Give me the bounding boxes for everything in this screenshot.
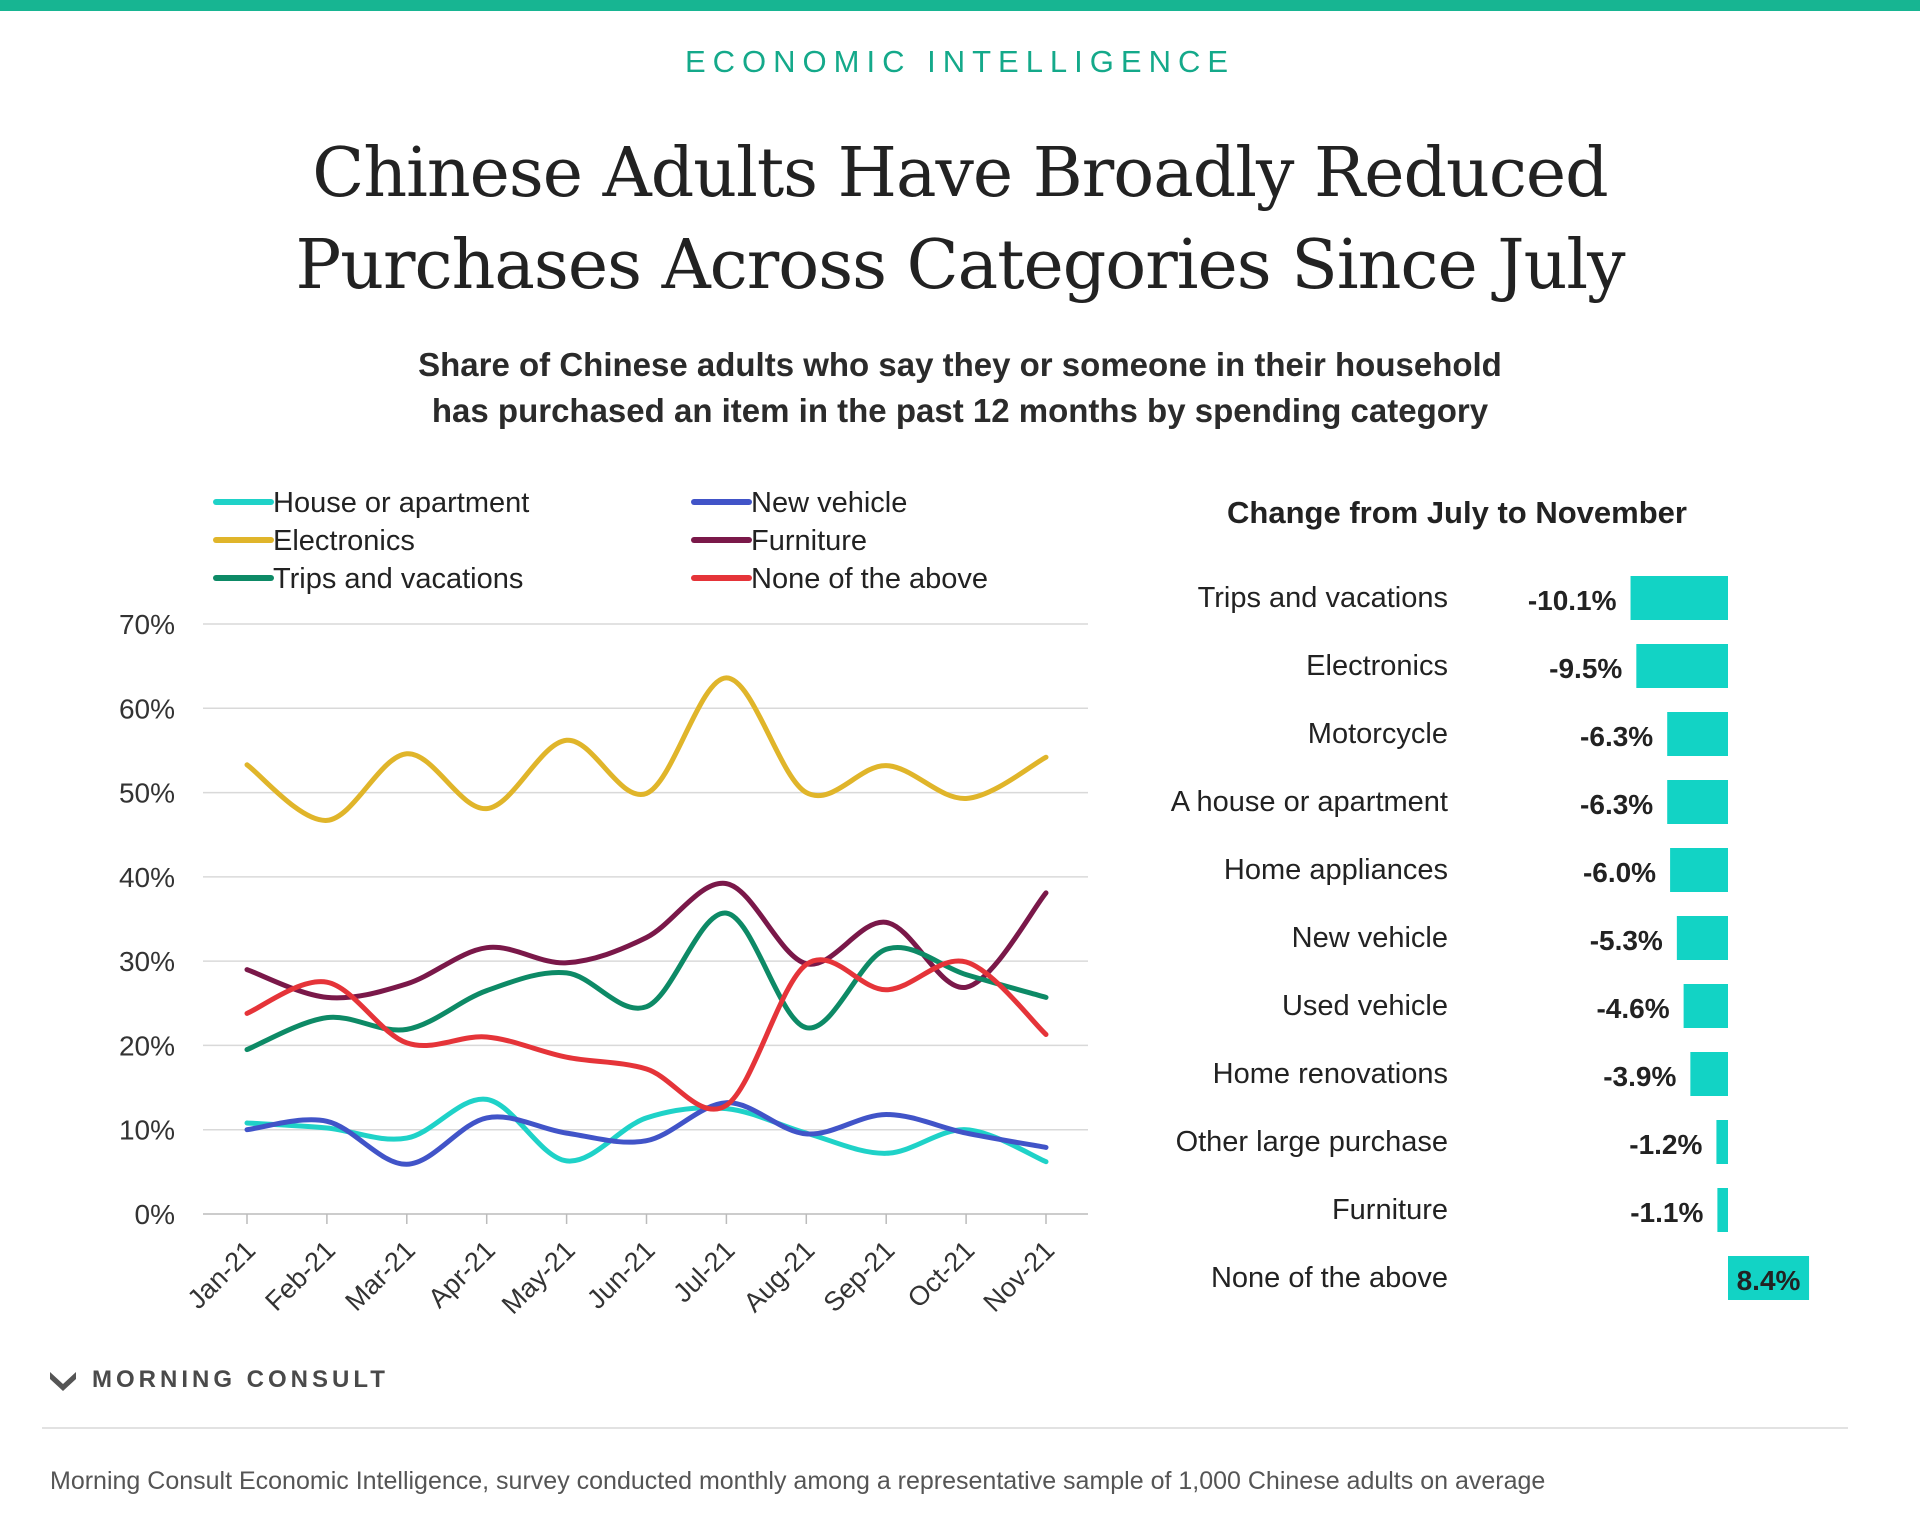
legend-label: Furniture <box>751 525 867 557</box>
bar <box>1667 780 1728 824</box>
x-tick-label: Sep-21 <box>818 1235 901 1318</box>
chart-subtitle: Share of Chinese adults who say they or … <box>0 342 1920 434</box>
y-tick-label: 30% <box>119 946 175 977</box>
x-tick-label: Jun-21 <box>581 1235 661 1315</box>
bar-category-label: New vehicle <box>1292 922 1448 954</box>
chart-title: Chinese Adults Have Broadly Reduced Purc… <box>0 128 1920 312</box>
series-line-electronics <box>244 675 1049 823</box>
bar <box>1676 916 1728 960</box>
bar-category-label: Other large purchase <box>1176 1126 1448 1158</box>
y-tick-label: 50% <box>119 778 175 809</box>
bar <box>1636 644 1728 688</box>
morning-consult-logo-icon <box>50 1372 76 1391</box>
footer-divider <box>42 1427 1848 1429</box>
bar-value-label: -9.5% <box>1549 653 1622 684</box>
series-line-house-or-apartment <box>244 1096 1049 1165</box>
kicker: ECONOMIC INTELLIGENCE <box>684 44 1236 79</box>
bar-category-label: None of the above <box>1211 1262 1448 1294</box>
x-tick-label: Nov-21 <box>977 1235 1060 1318</box>
y-tick-label: 40% <box>119 862 175 893</box>
subtitle-line-2: has purchased an item in the past 12 mon… <box>431 392 1489 429</box>
bar-value-label: -6.3% <box>1580 789 1653 820</box>
x-tick-label: Jul-21 <box>667 1235 740 1308</box>
x-tick-label: Apr-21 <box>422 1235 501 1314</box>
series-line-new-vehicle <box>244 1100 1049 1167</box>
y-tick-label: 0% <box>135 1199 175 1230</box>
bar-value-label: -1.1% <box>1630 1197 1703 1228</box>
bar <box>1690 1052 1728 1096</box>
bar-value-label: -3.9% <box>1603 1061 1676 1092</box>
top-accent-bar <box>0 0 1920 11</box>
y-tick-label: 70% <box>119 609 175 640</box>
x-tick-label: Feb-21 <box>259 1235 341 1317</box>
legend-label: None of the above <box>751 563 988 595</box>
subtitle-line-1: Share of Chinese adults who say they or … <box>418 346 1502 383</box>
bar-category-label: Used vehicle <box>1282 990 1448 1022</box>
x-tick-label: Jan-21 <box>182 1235 262 1315</box>
legend-label: Trips and vacations <box>273 563 523 595</box>
bar <box>1670 848 1728 892</box>
line-chart: 0% 10% 20% 30% 40% 50% 60% 70% Jan-21Feb-21Mar-2… <box>119 487 1088 1320</box>
title-line-2: Purchases Across Categories Since July <box>295 226 1625 305</box>
y-tick-label: 10% <box>119 1115 175 1146</box>
x-tick-label: Oct-21 <box>902 1235 981 1314</box>
bar-value-label: -5.3% <box>1590 925 1663 956</box>
series-line-none-of-the-above <box>244 957 1049 1112</box>
bar-category-label: Trips and vacations <box>1198 582 1448 614</box>
bar <box>1717 1188 1728 1232</box>
bar <box>1667 712 1728 756</box>
bar-category-label: Motorcycle <box>1308 718 1448 750</box>
bar-category-label: Electronics <box>1306 650 1448 682</box>
x-tick-label: Mar-21 <box>339 1235 421 1317</box>
bar-value-label: -6.0% <box>1583 857 1656 888</box>
y-tick-label: 20% <box>119 1030 175 1061</box>
y-tick-label: 60% <box>119 693 175 724</box>
legend-label: Electronics <box>273 525 415 557</box>
bar-value-label: -10.1% <box>1528 585 1617 616</box>
bar-value-label: -1.2% <box>1629 1129 1702 1160</box>
bar-category-label: Home renovations <box>1213 1058 1448 1090</box>
bar-chart-title: Change from July to November <box>1227 495 1687 530</box>
x-tick-label: May-21 <box>496 1235 581 1320</box>
bar-value-label: -6.3% <box>1580 721 1653 752</box>
bar-category-label: Home appliances <box>1224 854 1448 886</box>
bar <box>1630 576 1728 620</box>
bar-value-label: 8.4% <box>1737 1265 1801 1296</box>
bar <box>1683 984 1728 1028</box>
x-tick-label: Aug-21 <box>738 1235 821 1318</box>
series-line-furniture <box>244 881 1049 1001</box>
bar <box>1728 1256 1810 1300</box>
source-note: Morning Consult Economic Intelligence, s… <box>50 1467 1546 1495</box>
brand-name: MORNING CONSULT <box>92 1366 389 1393</box>
bar-chart: Change from July to November Trips and va… <box>1171 495 1810 1300</box>
bar-value-label: -4.6% <box>1596 993 1669 1024</box>
bar-category-label: Furniture <box>1332 1194 1448 1226</box>
bar-category-label: A house or apartment <box>1171 786 1448 818</box>
legend-label: New vehicle <box>751 487 907 519</box>
bar <box>1716 1120 1728 1164</box>
title-line-1: Chinese Adults Have Broadly Reduced <box>312 134 1608 213</box>
brand: MORNING CONSULT <box>48 1366 389 1394</box>
series-line-trips-and-vacations <box>244 910 1049 1053</box>
legend-label: House or apartment <box>273 487 529 519</box>
